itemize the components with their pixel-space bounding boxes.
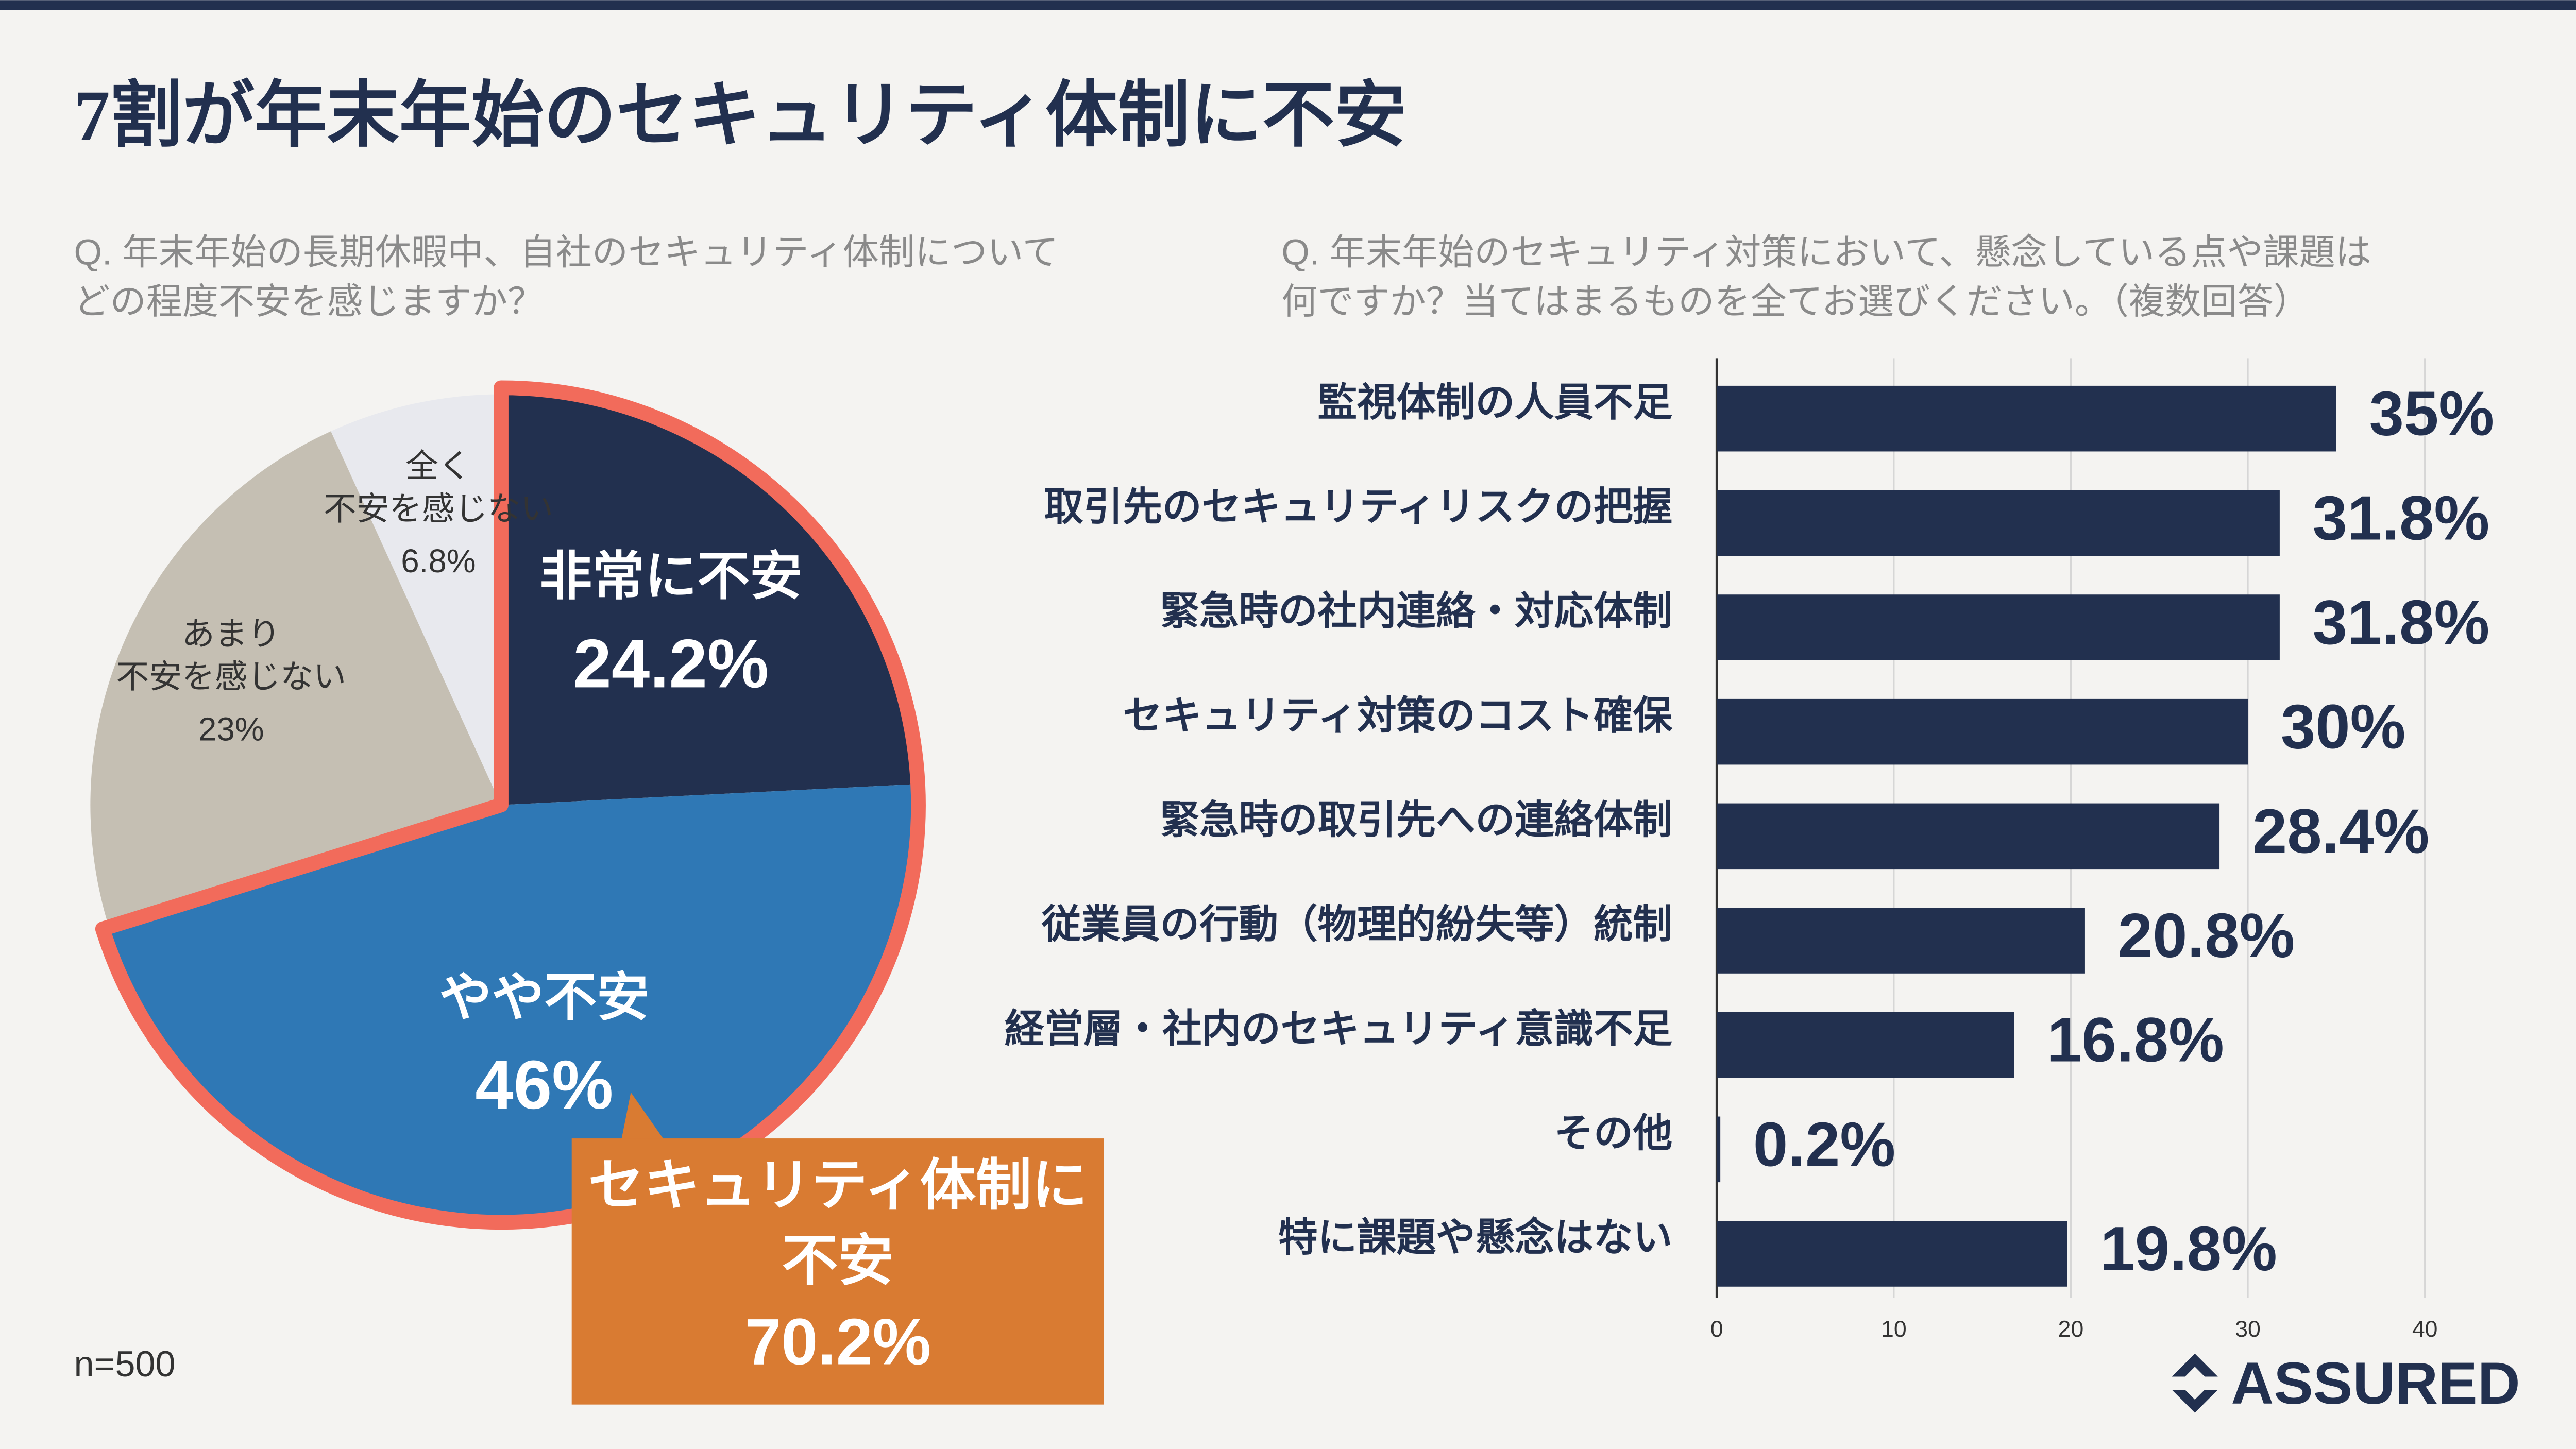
y-tick-label: 取引先のセキュリティリスクの把握 [1044, 485, 1673, 529]
pie-slice [331, 394, 501, 805]
x-tick-label: 10 [1881, 1317, 1907, 1342]
x-tick-label: 20 [2058, 1317, 2084, 1342]
bar [1717, 1221, 2067, 1287]
bar [1717, 1116, 1721, 1183]
slice-label: やや不安 [439, 968, 649, 1027]
top-bar [0, 0, 2576, 10]
bar [1717, 385, 2336, 452]
sample-note: n=500 [74, 1343, 175, 1384]
bar [1717, 908, 2085, 974]
y-tick-label: 従業員の行動（物理的紛失等）統制 [1041, 903, 1672, 947]
logo: ASSURED [2172, 1351, 2520, 1417]
value-label: 20.8% [2118, 900, 2295, 970]
callout-text: セキュリティ体制に不安 [588, 1154, 1088, 1292]
y-tick-label: 特に課題や懸念はない [1278, 1216, 1672, 1260]
bar [1717, 1012, 2014, 1078]
y-tick-label: 緊急時の取引先への連絡体制 [1160, 798, 1672, 842]
bar-subtitle: Q. 年末年始のセキュリティ対策において、懸念している点や課題は何ですか？当ては… [1281, 231, 2371, 321]
bar [1717, 490, 2280, 556]
callout-box [571, 1138, 1104, 1405]
slice-value: 46% [475, 1047, 613, 1123]
pie-subtitle: Q. 年末年始の長期休暇中、自社のセキュリティ体制についてどの程度不安を感じます… [74, 231, 1058, 321]
value-label: 31.8% [2313, 483, 2490, 553]
x-tick-label: 40 [2412, 1317, 2438, 1342]
y-tick-label: セキュリティ対策のコスト確保 [1123, 694, 1673, 738]
bar [1717, 594, 2280, 660]
value-label: 28.4% [2252, 796, 2430, 866]
page-title: 7割が年末年始のセキュリティ体制に不安 [74, 76, 1406, 156]
slice-value: 24.2% [573, 625, 769, 702]
y-tick-label: 監視体制の人員不足 [1318, 381, 1673, 424]
y-tick-label: 経営層・社内のセキュリティ意識不足 [1005, 1007, 1673, 1051]
slice-label: 全く不安を感じない [324, 447, 553, 527]
value-label: 30% [2281, 692, 2406, 762]
logo-text: ASSURED [2231, 1351, 2520, 1417]
pie-slice [109, 784, 912, 1216]
pie-slice [90, 431, 501, 927]
pie [90, 394, 912, 1216]
callout-pointer [621, 1092, 666, 1142]
value-label: 35% [2369, 379, 2495, 449]
callout-value: 70.2% [744, 1306, 931, 1379]
x-tick-label: 0 [1710, 1317, 1723, 1342]
value-label: 16.8% [2047, 1005, 2224, 1075]
slice-label: あまり不安を感じない [116, 616, 346, 695]
logo-icon [2172, 1353, 2218, 1413]
bar [1717, 698, 2248, 765]
value-label: 0.2% [1753, 1109, 1895, 1179]
slice-label: 非常に不安 [539, 547, 802, 606]
value-label: 31.8% [2313, 587, 2490, 657]
y-tick-label: 緊急時の社内連絡・対応体制 [1160, 590, 1672, 634]
slice-value: 23% [198, 711, 264, 748]
value-label: 19.8% [2100, 1214, 2277, 1284]
y-tick-label: その他 [1554, 1112, 1673, 1155]
pie-slice [501, 394, 911, 805]
slice-value: 6.8% [401, 542, 476, 579]
x-tick-label: 30 [2235, 1317, 2261, 1342]
bar [1717, 803, 2220, 870]
highlight-outline [95, 380, 926, 1230]
